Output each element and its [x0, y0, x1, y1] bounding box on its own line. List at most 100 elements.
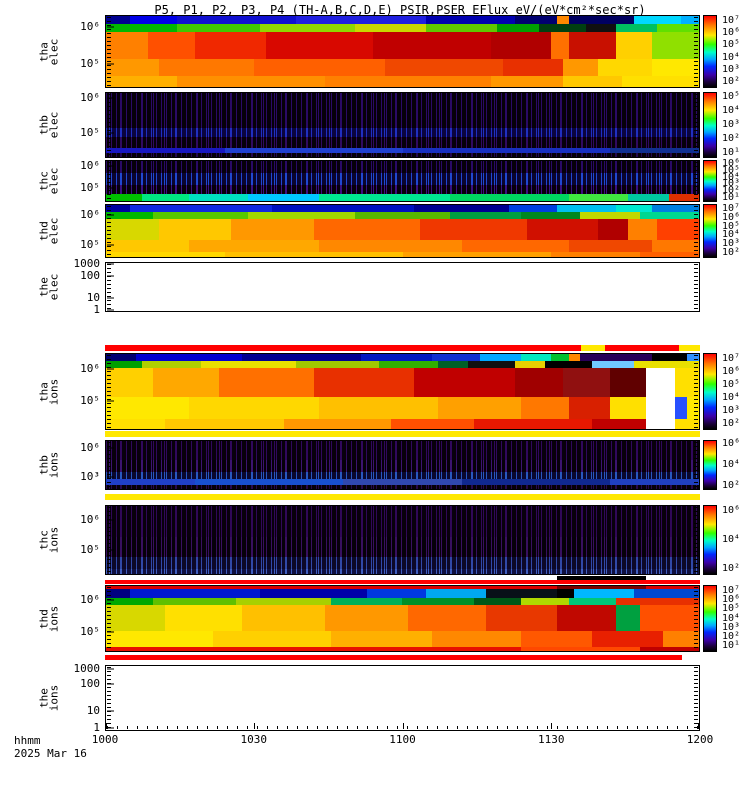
spectrogram-segment: [574, 589, 634, 598]
spectrogram-segment: [106, 647, 522, 652]
colorbar-gradient: [704, 93, 716, 157]
colorbar-thc-ions: 10⁶10⁴10²Eflux: [703, 505, 740, 575]
spectrogram-segment: [562, 368, 611, 397]
spectrogram-band: [106, 396, 699, 420]
spectrogram-segment: [159, 58, 255, 76]
colorbar-tick-label: 10⁴: [722, 534, 741, 545]
panel-flag-strip-yellow-2: [105, 494, 700, 500]
spectrogram-band: [106, 441, 699, 461]
colorbar-thc-elec: 10⁶10⁵10⁴10³10²10¹Eflux: [703, 158, 740, 203]
y-axis-tick-label: 10⁶: [80, 440, 100, 454]
spectrogram-segment: [598, 218, 628, 241]
spectrogram-segment: [355, 23, 427, 32]
spectrogram-segment: [224, 148, 403, 154]
spectrogram-segment: [562, 75, 622, 88]
spectrogram-segment: [473, 597, 522, 605]
spectrogram-segment: [610, 396, 646, 420]
spectrogram-segment: [675, 368, 699, 397]
y-axis-major-tick: [107, 263, 114, 265]
colorbar-tick-label: 10⁶: [722, 157, 741, 169]
spectrogram-band: [106, 212, 699, 219]
spectrogram-segment: [627, 218, 658, 241]
spectrogram-segment: [604, 345, 680, 351]
colorbar-tick-label: 10⁷: [722, 353, 741, 365]
spectrogram-segment: [414, 368, 516, 397]
spectrogram-segment: [426, 23, 498, 32]
panel-y-label: the ions: [34, 666, 64, 730]
spectrogram-segment: [568, 16, 634, 24]
y-axis-major-tick: [107, 214, 114, 216]
colorbar-gradient: [704, 161, 716, 201]
y-axis-major-tick: [107, 549, 114, 551]
spectrogram-segment: [378, 360, 439, 369]
spectrogram-segment: [189, 240, 320, 252]
panel-thc-elec: 10⁶ 10⁵ thc elec: [37, 160, 700, 202]
spectrogram-band: [105, 431, 700, 437]
spectrogram-segment: [580, 212, 640, 219]
colorbar-tha-ions: 10⁷10⁶10⁵10⁴10³10²Eflux: [703, 353, 740, 430]
spectrogram-segment: [485, 589, 557, 598]
spectrogram-segment: [556, 589, 575, 598]
spectrogram-segment: [610, 479, 699, 486]
spectrogram-segment: [521, 647, 640, 652]
spectrogram-segment: [639, 647, 699, 652]
spectrogram-band: [106, 604, 699, 631]
y-axis-tick-label: 10⁵: [80, 180, 100, 194]
colorbar-tick-label: 10⁷: [722, 584, 741, 596]
spectrogram-segment: [106, 75, 178, 88]
spectrogram-band: [106, 218, 699, 241]
colorbar-tick-label: 10³: [722, 119, 741, 130]
spectrogram-segment: [260, 23, 356, 32]
y-axis-tick-label: 10⁵: [80, 393, 100, 407]
panel-y-label: thc elec: [34, 161, 64, 201]
spectrogram-band: [106, 536, 699, 557]
x-axis-tick-label: 1000: [91, 733, 119, 746]
spectrogram-band: [106, 75, 699, 88]
spectrogram-segment: [153, 212, 249, 219]
spectrogram-segment: [106, 479, 195, 486]
y-axis-minor-ticks-right: [694, 94, 698, 156]
colorbar-tick-label: 10¹: [722, 192, 741, 204]
colorbar-tick-label: 10⁵: [722, 379, 741, 391]
spectrogram-band: [106, 597, 699, 605]
spectrogram-segment: [194, 479, 344, 486]
y-axis-minor-ticks: [107, 17, 111, 86]
y-axis-major-tick: [107, 631, 114, 632]
spectrogram-segment: [556, 586, 646, 590]
spectrogram-segment: [503, 58, 563, 76]
colorbar-tick-label: 10²: [722, 132, 741, 144]
spectrogram-segment: [556, 16, 569, 24]
spectrogram-segment: [432, 630, 522, 648]
spectrogram-segment: [521, 212, 581, 219]
spectrogram-segment: [568, 597, 616, 605]
y-axis-major-tick: [107, 683, 114, 685]
spectrogram-segment: [645, 368, 676, 397]
spectrogram-segment: [212, 630, 332, 648]
y-axis-tick-label: 10⁶: [80, 158, 100, 172]
spectrogram-segment: [651, 205, 699, 213]
spectrogram-segment: [153, 368, 219, 397]
y-axis-tick-label: 10: [86, 290, 100, 304]
spectrogram-segment: [254, 58, 385, 76]
spectrogram-band: [106, 368, 699, 397]
y-axis-major-tick: [107, 400, 114, 401]
panel-thb-ions: 10⁶ 10³ thb ions: [37, 440, 700, 490]
y-axis-tick-label: 1000: [73, 257, 101, 271]
spectrogram-band: [106, 251, 699, 257]
spectrogram-segment: [521, 597, 569, 605]
spectrogram-segment: [681, 16, 699, 24]
panel-thc-ions: 10⁶ 10⁵ thc ions: [37, 505, 700, 575]
colorbar-thd-elec: 10⁷10⁶10⁵10⁴10³10²Eflux: [703, 203, 740, 258]
colorbar-tick-label: 10²: [722, 563, 741, 575]
x-axis-tick-label: 1030: [240, 733, 268, 746]
spectrogram-segment: [515, 16, 557, 24]
spectrogram-segment: [331, 597, 403, 605]
colorbar-tick-label: 10⁴: [722, 459, 741, 470]
spectrogram-segment: [248, 193, 320, 201]
spectrogram-segment: [106, 31, 148, 59]
spectrogram-segment: [538, 23, 587, 32]
spectrogram-segment: [106, 354, 136, 361]
spectrogram-band: [106, 557, 699, 569]
spectrogram-band: [105, 580, 700, 584]
y-axis-major-tick: [107, 447, 114, 449]
